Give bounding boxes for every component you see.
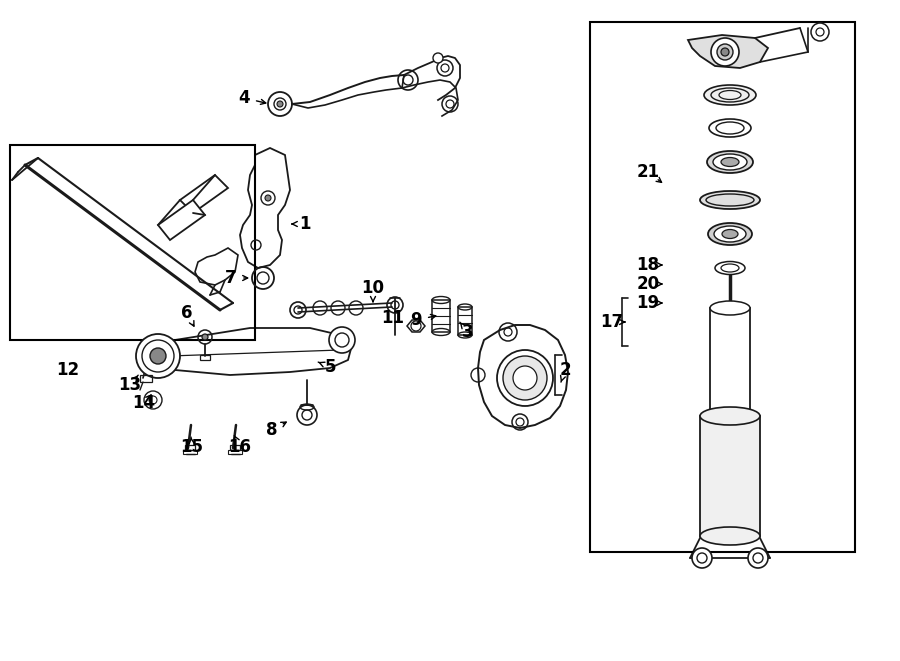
Bar xyxy=(228,450,242,454)
Ellipse shape xyxy=(704,85,756,105)
Bar xyxy=(183,450,197,454)
Circle shape xyxy=(277,101,283,107)
Text: 11: 11 xyxy=(382,309,404,327)
Polygon shape xyxy=(688,35,768,68)
Circle shape xyxy=(142,340,174,372)
Circle shape xyxy=(329,327,355,353)
Circle shape xyxy=(265,195,271,201)
Circle shape xyxy=(202,334,208,340)
Polygon shape xyxy=(407,320,425,332)
Text: 21: 21 xyxy=(636,163,660,181)
Circle shape xyxy=(503,356,547,400)
Bar xyxy=(10,145,255,340)
Circle shape xyxy=(717,44,733,60)
Circle shape xyxy=(274,98,286,110)
Bar xyxy=(230,445,240,450)
Ellipse shape xyxy=(722,229,738,239)
Ellipse shape xyxy=(700,191,760,209)
Circle shape xyxy=(513,366,537,390)
Circle shape xyxy=(748,548,768,568)
Circle shape xyxy=(721,48,729,56)
Circle shape xyxy=(150,348,166,364)
Text: 2: 2 xyxy=(559,361,571,379)
Bar xyxy=(200,355,210,360)
Ellipse shape xyxy=(714,226,746,242)
Text: 6: 6 xyxy=(181,304,193,322)
Text: 16: 16 xyxy=(229,438,251,456)
Ellipse shape xyxy=(721,157,739,167)
Text: 3: 3 xyxy=(463,323,473,341)
Text: 8: 8 xyxy=(266,421,278,439)
Text: 17: 17 xyxy=(600,313,624,331)
Text: 13: 13 xyxy=(119,376,141,394)
Circle shape xyxy=(136,334,180,378)
Circle shape xyxy=(433,53,443,63)
Text: 10: 10 xyxy=(362,279,384,297)
Text: 20: 20 xyxy=(636,275,660,293)
Ellipse shape xyxy=(709,119,751,137)
Text: 15: 15 xyxy=(181,438,203,456)
Ellipse shape xyxy=(715,262,745,274)
Text: 5: 5 xyxy=(324,358,336,376)
Text: 1: 1 xyxy=(299,215,310,233)
Ellipse shape xyxy=(710,301,750,315)
Text: 9: 9 xyxy=(410,311,422,329)
Circle shape xyxy=(711,38,739,66)
Bar xyxy=(710,308,750,416)
Bar xyxy=(185,445,195,450)
Ellipse shape xyxy=(710,409,750,423)
Text: 12: 12 xyxy=(57,361,79,379)
Text: 14: 14 xyxy=(132,394,156,412)
Text: 4: 4 xyxy=(238,89,250,107)
Ellipse shape xyxy=(707,151,753,173)
Circle shape xyxy=(497,350,553,406)
Ellipse shape xyxy=(700,527,760,545)
Bar xyxy=(140,375,152,382)
Polygon shape xyxy=(240,148,290,268)
Bar xyxy=(432,300,450,332)
Text: 7: 7 xyxy=(225,269,237,287)
Polygon shape xyxy=(155,328,352,375)
Text: 19: 19 xyxy=(636,294,660,312)
Bar xyxy=(700,416,760,536)
Ellipse shape xyxy=(713,154,747,170)
Bar xyxy=(590,22,855,552)
Polygon shape xyxy=(195,248,238,285)
Circle shape xyxy=(692,548,712,568)
Ellipse shape xyxy=(700,407,760,425)
Polygon shape xyxy=(478,325,568,428)
Polygon shape xyxy=(180,175,228,213)
Bar xyxy=(458,307,472,335)
Text: 18: 18 xyxy=(636,256,660,274)
Polygon shape xyxy=(158,200,205,240)
Ellipse shape xyxy=(708,223,752,245)
